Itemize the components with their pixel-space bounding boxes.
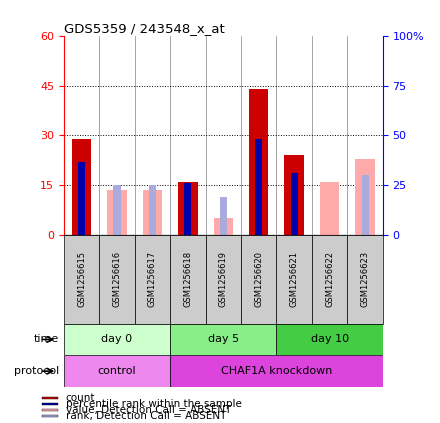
Bar <box>213 218 233 235</box>
Text: rank, Detection Call = ABSENT: rank, Detection Call = ABSENT <box>66 411 226 421</box>
Text: GSM1256618: GSM1256618 <box>183 251 192 307</box>
Bar <box>170 235 205 324</box>
Text: value, Detection Call = ABSENT: value, Detection Call = ABSENT <box>66 405 231 415</box>
Bar <box>170 355 383 387</box>
Bar <box>42 398 58 399</box>
Text: percentile rank within the sample: percentile rank within the sample <box>66 399 242 409</box>
Bar <box>42 415 58 417</box>
Text: time: time <box>34 335 59 344</box>
Bar <box>205 235 241 324</box>
Bar <box>362 175 369 235</box>
Bar <box>356 159 375 235</box>
Bar <box>220 197 227 235</box>
Bar <box>170 324 276 355</box>
Text: day 0: day 0 <box>101 335 132 344</box>
Bar <box>249 89 268 235</box>
Text: GSM1256623: GSM1256623 <box>360 251 370 307</box>
Text: GSM1256616: GSM1256616 <box>113 251 121 307</box>
Text: GDS5359 / 243548_x_at: GDS5359 / 243548_x_at <box>64 22 224 35</box>
Bar <box>255 139 262 235</box>
Text: GSM1256617: GSM1256617 <box>148 251 157 307</box>
Bar <box>149 185 156 235</box>
Text: GSM1256621: GSM1256621 <box>290 251 299 307</box>
Text: day 10: day 10 <box>311 335 348 344</box>
Bar <box>99 235 135 324</box>
Bar <box>284 155 304 235</box>
Text: CHAF1A knockdown: CHAF1A knockdown <box>221 366 332 376</box>
Bar <box>276 235 312 324</box>
Bar <box>42 409 58 411</box>
Text: GSM1256620: GSM1256620 <box>254 251 263 307</box>
Bar <box>320 182 339 235</box>
Text: day 5: day 5 <box>208 335 239 344</box>
Bar <box>64 235 99 324</box>
Bar <box>64 324 170 355</box>
Bar <box>347 235 383 324</box>
Text: count: count <box>66 393 95 404</box>
Bar <box>276 324 383 355</box>
Text: protocol: protocol <box>14 366 59 376</box>
Bar <box>241 235 276 324</box>
Text: GSM1256619: GSM1256619 <box>219 251 228 307</box>
Bar <box>114 185 121 235</box>
Text: GSM1256622: GSM1256622 <box>325 251 334 307</box>
Bar <box>291 173 298 235</box>
Bar <box>178 182 198 235</box>
Bar <box>143 190 162 235</box>
Bar <box>135 235 170 324</box>
Bar <box>107 190 127 235</box>
Text: control: control <box>98 366 136 376</box>
Text: GSM1256615: GSM1256615 <box>77 251 86 307</box>
Bar <box>78 162 85 235</box>
Bar <box>184 184 191 235</box>
Bar <box>72 139 91 235</box>
Bar <box>42 403 58 405</box>
Bar <box>64 355 170 387</box>
Bar <box>312 235 347 324</box>
